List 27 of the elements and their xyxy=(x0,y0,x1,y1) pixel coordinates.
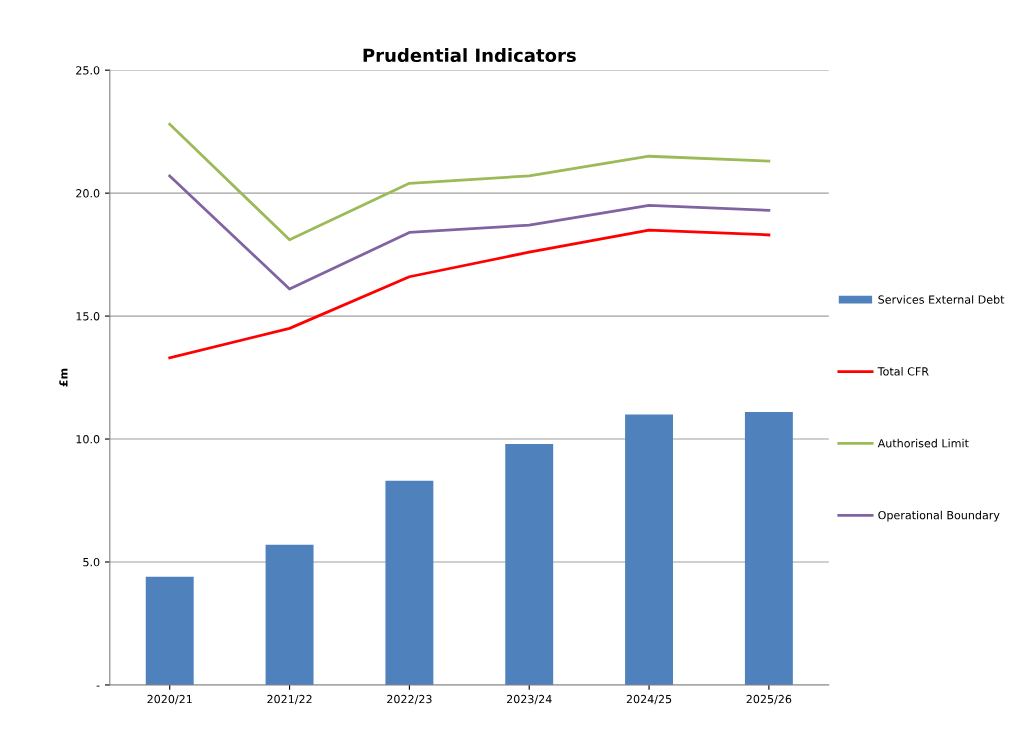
y-tick-label: 5.0 xyxy=(83,557,100,567)
chart-title: Prudential Indicators xyxy=(363,48,576,63)
bar xyxy=(265,544,314,685)
x-tick-label: 2020/21 xyxy=(147,694,192,705)
y-axis-title: £m xyxy=(59,368,68,387)
x-tick-label: 2021/22 xyxy=(267,694,312,705)
bar xyxy=(625,414,674,685)
bar xyxy=(385,480,434,685)
line-series xyxy=(168,228,771,360)
y-tick-label: 10.0 xyxy=(76,435,100,444)
bar xyxy=(744,411,793,685)
legend-label: Services External Debt xyxy=(878,295,1005,304)
x-tick-label: 2025/26 xyxy=(746,694,792,705)
x-tick-label: 2022/23 xyxy=(387,694,432,705)
line-series xyxy=(168,122,771,242)
line-series xyxy=(168,174,771,291)
y-tick-label: 20.0 xyxy=(76,189,100,198)
x-tick-label: 2024/25 xyxy=(626,694,672,705)
y-tick-label: 15.0 xyxy=(76,312,100,321)
legend-label: Operational Boundary xyxy=(878,510,1000,522)
bar xyxy=(145,576,194,685)
legend-label: Authorised Limit xyxy=(877,438,969,448)
bar xyxy=(505,443,554,685)
x-tick-label: 2023/24 xyxy=(506,694,552,705)
y-tick-label: 25.0 xyxy=(76,66,100,75)
legend-label: Total CFR xyxy=(877,366,929,376)
y-tick-label: - xyxy=(96,685,100,687)
